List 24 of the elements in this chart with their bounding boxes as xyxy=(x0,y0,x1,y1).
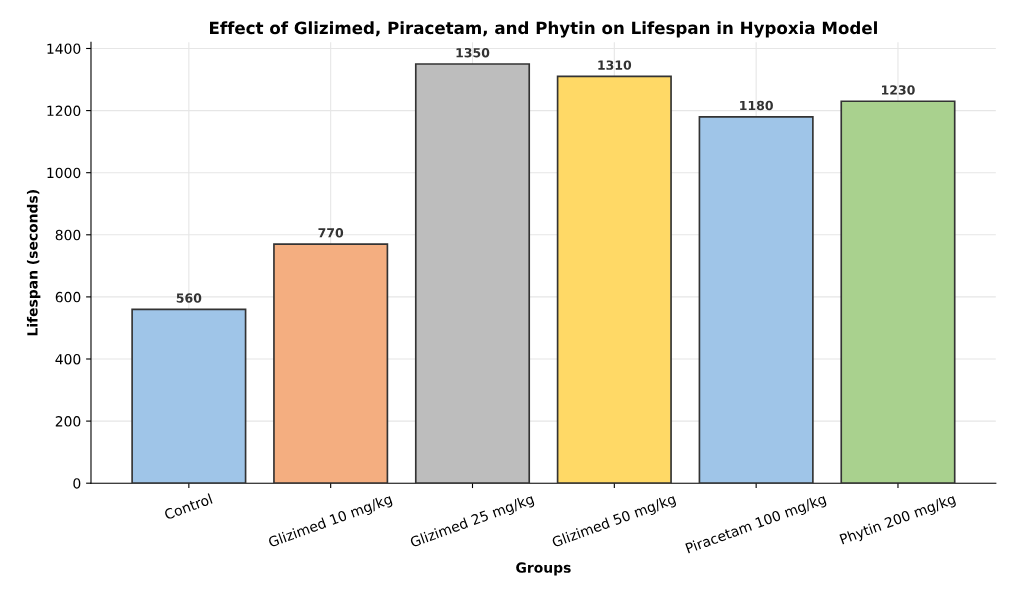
x-tick-label: Phytin 200 mg/kg xyxy=(839,493,957,548)
y-tick-label: 600 xyxy=(55,291,81,303)
y-tick-label: 0 xyxy=(73,478,81,489)
x-axis-title: Groups xyxy=(516,562,571,576)
bar xyxy=(414,63,531,484)
bar xyxy=(273,243,389,484)
data-label: 1180 xyxy=(740,100,773,111)
y-tick-label: 1200 xyxy=(47,105,81,117)
bar xyxy=(556,75,672,484)
data-label: 770 xyxy=(318,228,344,238)
y-tick-label: 1000 xyxy=(47,167,81,179)
data-label: 560 xyxy=(176,293,202,303)
bar xyxy=(698,115,814,484)
y-tick-label: 200 xyxy=(55,416,81,427)
y-tick-label: 400 xyxy=(55,353,81,365)
y-tick-label: 800 xyxy=(55,229,81,241)
data-label: 1230 xyxy=(881,85,915,95)
bar xyxy=(840,100,956,484)
data-label: 1350 xyxy=(456,47,490,58)
data-label: 1310 xyxy=(598,60,632,70)
bar xyxy=(131,308,247,484)
chart-title: Effect of Glizimed, Piracetam, and Phytin on Lifespan in Hypoxia Model xyxy=(210,21,877,38)
y-axis-title: Lifespan (seconds) xyxy=(26,190,41,336)
y-tick-label: 1400 xyxy=(47,43,81,54)
